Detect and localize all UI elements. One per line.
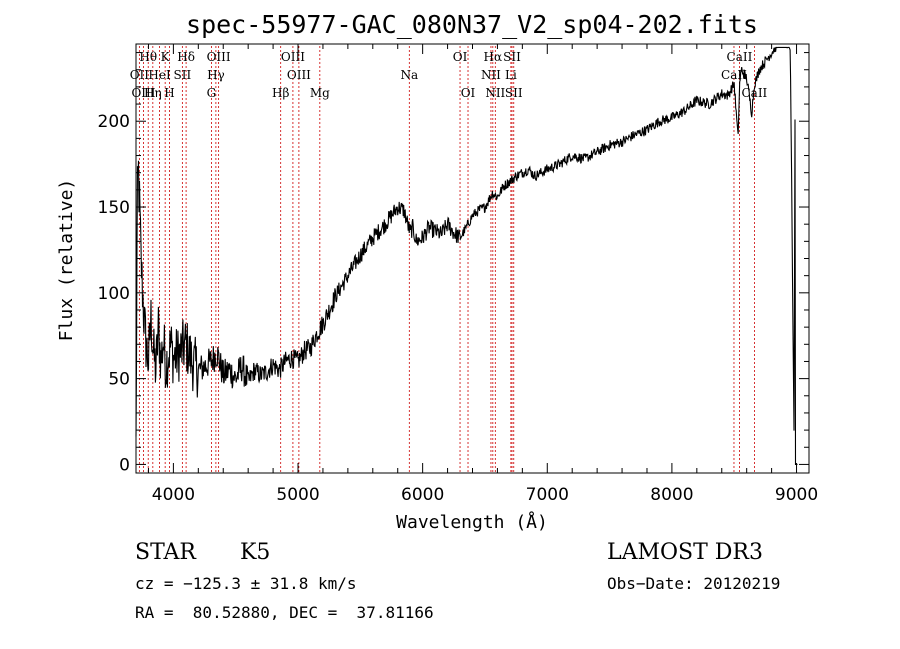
spectral-line-label: SII <box>503 50 521 64</box>
spectral-line-markers <box>138 46 755 473</box>
survey-name: LAMOST DR3 <box>607 540 763 565</box>
x-tick-label: 4000 <box>152 485 195 505</box>
y-tick-label: 0 <box>119 455 130 475</box>
x-tick-label: 5000 <box>276 485 319 505</box>
y-axis-label: Flux (relative) <box>56 179 77 342</box>
spectral-line-label: CaII <box>727 50 753 64</box>
spectral-line-label: Hθ <box>139 50 157 64</box>
spectral-line-label: Mg <box>310 86 330 100</box>
x-tick-label: 9000 <box>775 485 818 505</box>
y-axis-ticks: 0 50 100 150 200 <box>98 52 809 475</box>
spectral-line-label: G <box>207 86 217 100</box>
y-tick-label: 50 <box>108 370 130 390</box>
spectral-line-label: HeI <box>148 68 171 82</box>
spectral-line-label: OI <box>453 50 468 64</box>
x-tick-label: 6000 <box>401 485 444 505</box>
x-axis-ticks: 4000 5000 6000 7000 8000 9000 <box>147 44 818 505</box>
object-class: STAR <box>135 540 196 565</box>
spectral-line-label: Hη <box>144 86 162 100</box>
spectral-line-label: Hδ <box>177 50 195 64</box>
spectral-line-label: Na <box>400 68 418 82</box>
spectral-line-label: OIII <box>287 68 311 82</box>
spectral-line-label: OIII <box>207 50 231 64</box>
x-axis-label: Wavelength (Å) <box>396 511 548 533</box>
spectral-line-label: H <box>164 86 174 100</box>
spectrum-series-line <box>135 46 798 465</box>
plot-frame <box>135 43 810 474</box>
spectral-line-label: NII <box>485 86 505 100</box>
spectral-line-label: Li <box>505 68 517 82</box>
chart-title: spec-55977-GAC_080N37_V2_sp04-202.fits <box>186 10 758 39</box>
spectral-line-label: SII <box>505 86 523 100</box>
spectral-line-label: CaII <box>741 86 767 100</box>
x-tick-label: 7000 <box>526 485 569 505</box>
redshift-velocity: cz = −125.3 ± 31.8 km/s <box>135 574 357 593</box>
spectral-line-label: OI <box>461 86 476 100</box>
spectral-line-label: Hα <box>484 50 503 64</box>
spectral-line-label: Hγ <box>207 68 225 82</box>
x-tick-label: 8000 <box>650 485 693 505</box>
coordinates: RA = 80.52880, DEC = 37.81166 <box>135 603 434 622</box>
spectral-line-label: OII <box>130 68 150 82</box>
y-tick-label: 100 <box>98 284 130 304</box>
spectral-line-label: NII <box>481 68 501 82</box>
spectral-line-label: SII <box>174 68 192 82</box>
y-tick-label: 200 <box>98 112 130 132</box>
object-subclass: K5 <box>240 540 271 565</box>
y-tick-label: 150 <box>98 198 130 218</box>
spectral-line-label: OIII <box>281 50 305 64</box>
spectral-line-label: K <box>161 50 171 64</box>
spectral-line-label: Hβ <box>272 86 289 100</box>
observation-date: Obs−Date: 20120219 <box>607 574 781 593</box>
spectral-line-label: OIII <box>131 86 155 100</box>
